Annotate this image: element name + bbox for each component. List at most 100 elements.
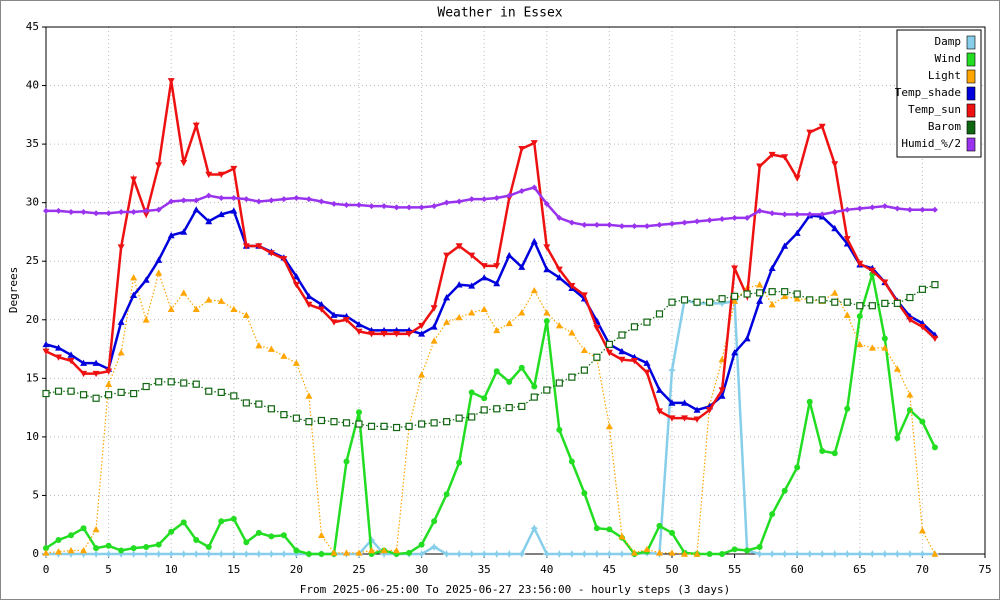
point	[380, 422, 388, 430]
point	[919, 418, 926, 425]
point	[818, 123, 826, 131]
point	[806, 398, 813, 405]
point	[456, 198, 463, 205]
legend-swatch	[966, 52, 976, 67]
point	[543, 244, 551, 251]
point	[67, 387, 75, 395]
x-tick-label: 75	[978, 563, 991, 576]
point	[267, 345, 275, 352]
point	[55, 536, 62, 543]
point	[868, 267, 876, 275]
point	[168, 528, 175, 535]
point	[267, 405, 275, 413]
point	[242, 550, 251, 558]
point	[167, 378, 175, 386]
point	[468, 282, 476, 289]
point	[117, 318, 125, 325]
point	[355, 328, 363, 335]
point	[681, 550, 689, 557]
point	[130, 389, 138, 398]
point	[368, 546, 376, 554]
point	[505, 404, 513, 412]
point	[718, 299, 727, 308]
point	[317, 306, 325, 313]
point	[455, 313, 463, 321]
point	[831, 224, 839, 232]
point	[919, 206, 926, 213]
point	[493, 263, 501, 270]
point	[781, 154, 789, 161]
point	[418, 541, 425, 548]
point	[292, 272, 300, 280]
point	[693, 298, 701, 306]
point	[318, 551, 325, 557]
point	[780, 550, 789, 558]
point	[380, 546, 388, 554]
point	[255, 198, 262, 205]
point	[205, 296, 213, 303]
legend-label: Damp	[935, 35, 962, 48]
x-tick-label: 60	[791, 563, 804, 576]
point	[443, 294, 451, 301]
point	[781, 211, 788, 218]
point	[530, 287, 538, 294]
point	[493, 368, 500, 375]
point	[531, 383, 538, 390]
point	[92, 525, 100, 533]
point	[856, 340, 864, 348]
point	[693, 550, 701, 557]
point	[618, 532, 626, 540]
point	[242, 243, 250, 250]
point	[280, 532, 287, 539]
point	[367, 422, 376, 430]
point	[155, 378, 163, 386]
point	[330, 549, 338, 556]
point	[718, 392, 726, 399]
y-axis-label: Degrees	[7, 267, 20, 313]
point	[93, 545, 100, 552]
point	[542, 550, 551, 558]
point	[918, 527, 926, 534]
point	[280, 411, 288, 419]
point	[518, 364, 525, 371]
point	[830, 550, 839, 558]
point	[343, 458, 350, 465]
point	[518, 402, 526, 411]
point	[205, 543, 212, 550]
point	[179, 550, 188, 558]
point	[192, 122, 200, 129]
point	[243, 539, 250, 546]
point	[468, 389, 475, 396]
point	[556, 426, 563, 433]
point	[580, 346, 588, 354]
x-tick-label: 70	[916, 563, 929, 576]
point	[217, 171, 225, 179]
point	[718, 295, 726, 303]
point	[230, 305, 238, 313]
point	[781, 288, 789, 296]
point	[418, 420, 426, 428]
point	[655, 408, 663, 415]
x-axis-label: From 2025-06-25:00 To 2025-06-27 23:56:0…	[300, 583, 730, 596]
point	[79, 391, 88, 399]
point	[605, 340, 614, 348]
point	[317, 531, 325, 539]
point	[580, 292, 588, 299]
point	[668, 415, 676, 422]
point	[906, 391, 914, 398]
point	[356, 409, 362, 416]
point	[443, 418, 451, 426]
point	[831, 298, 839, 306]
point	[180, 197, 187, 204]
point	[293, 194, 300, 201]
point	[518, 145, 526, 153]
point	[467, 550, 476, 558]
point	[480, 263, 488, 270]
point	[868, 344, 876, 351]
point	[243, 196, 250, 203]
point	[255, 342, 263, 349]
point	[468, 413, 476, 421]
point	[893, 365, 901, 372]
point	[480, 274, 488, 281]
